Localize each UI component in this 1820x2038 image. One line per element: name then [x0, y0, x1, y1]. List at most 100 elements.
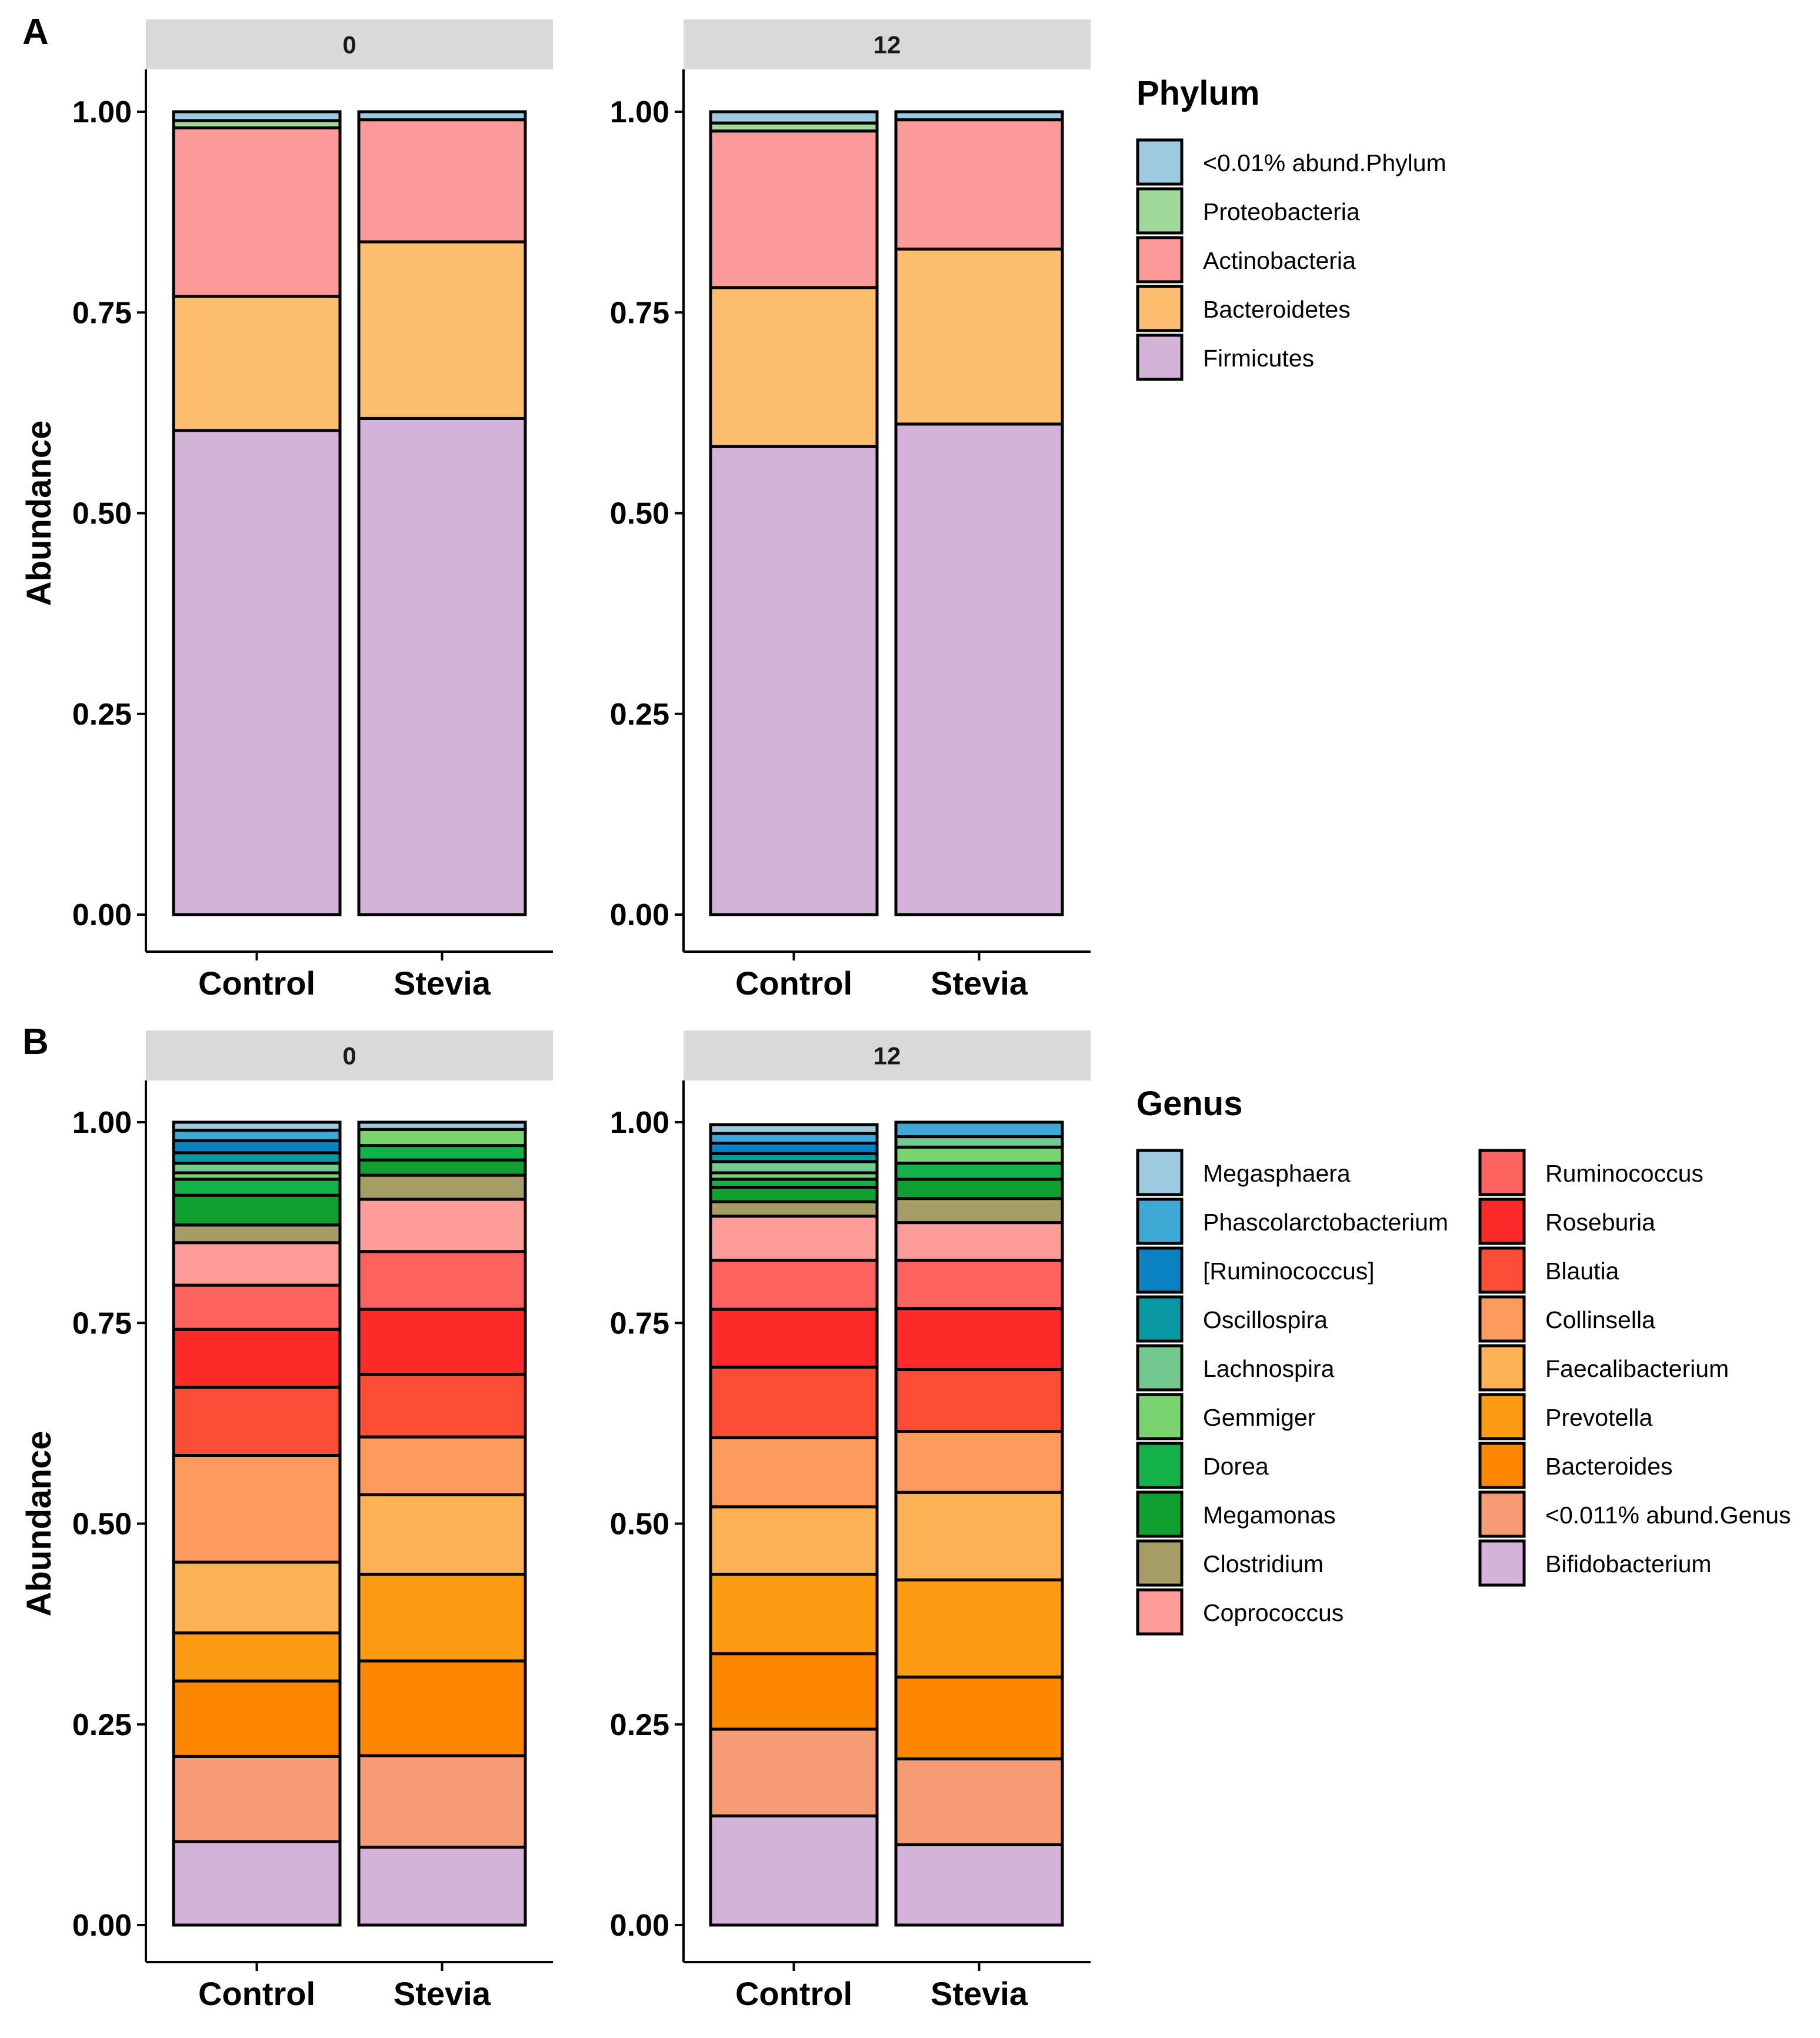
bar-segment [357, 1435, 527, 1496]
bar-segment [894, 118, 1064, 251]
bar-segment [894, 1307, 1064, 1371]
legend-label: Bacteroidetes [1203, 296, 1351, 323]
bar-segment [357, 118, 527, 244]
legend-key [1136, 236, 1184, 283]
bar-segment [172, 1840, 342, 1927]
bar-segment [709, 1186, 879, 1203]
facet-12: 12 0.00 0.25 0.50 0.75 1.00 Control Stevia [610, 19, 1091, 1002]
x-tick-label: Control [735, 965, 852, 1002]
bar-segment [357, 240, 527, 420]
chart-root: A 0 0.00 0.25 0.50 0.75 1.00 Control Stevia 12 0.0… [20, 12, 1791, 2012]
x-tick-label: Stevia [931, 965, 1028, 1002]
legend-key [1136, 1588, 1184, 1636]
bar-segment [172, 429, 342, 916]
legend-key [1136, 1442, 1184, 1489]
bar-segment [357, 1173, 527, 1201]
legend-key [1136, 1295, 1184, 1343]
legend-label: Roseburia [1545, 1209, 1655, 1236]
facet-strip [146, 1030, 553, 1080]
y-tick-label: 0.25 [72, 698, 132, 732]
y-axis-title: Abundance [20, 1431, 58, 1617]
bar-segment [172, 1129, 342, 1142]
bar-segment [709, 1307, 879, 1369]
legend-label: [Ruminococcus] [1203, 1258, 1375, 1285]
bar-segment [357, 1144, 527, 1162]
panel-b: B 0 0.00 0.25 0.50 0.75 1.00 Control Stevia 12 0.0… [20, 1022, 1791, 2012]
bar-segment [357, 1754, 527, 1849]
legend-label: Phascolarctobacterium [1203, 1209, 1448, 1236]
bar-segment [894, 1145, 1064, 1165]
legend-label: Lachnospira [1203, 1355, 1335, 1382]
bar-segment [357, 1198, 527, 1253]
legend-key [1136, 285, 1184, 332]
y-tick-label: 0.50 [72, 1507, 132, 1542]
bar-segment [172, 1139, 342, 1155]
bar-segment [894, 247, 1064, 426]
bar-segment [172, 126, 342, 298]
panel-letter: A [22, 12, 49, 52]
bar-segment [894, 1578, 1064, 1679]
bar-segment [894, 1490, 1064, 1582]
bar-segment [709, 1160, 879, 1175]
y-tick-label: 0.25 [610, 1708, 669, 1742]
facet-strip-label: 0 [342, 1042, 356, 1070]
legend-key [1136, 1490, 1184, 1538]
legend-label: Faecalibacterium [1545, 1355, 1729, 1382]
y-tick-label: 0.00 [610, 898, 669, 932]
y-tick-label: 0.50 [610, 1507, 669, 1542]
bar-segment [894, 422, 1064, 916]
bar-segment [172, 1385, 342, 1457]
legend-label: Clostridium [1203, 1550, 1324, 1577]
bar-segment [894, 1259, 1064, 1310]
bar-segment [709, 1141, 879, 1155]
legend-key [1136, 1198, 1184, 1245]
bar-segment [894, 1221, 1064, 1262]
bar-segment [894, 1197, 1064, 1225]
bar-segment [172, 1327, 342, 1389]
bar-segment [172, 1631, 342, 1683]
panel-letter: B [22, 1022, 49, 1062]
facet-strip-label: 0 [342, 31, 356, 59]
y-tick-label: 0.00 [610, 1909, 669, 1943]
bar-segment [357, 1373, 527, 1439]
y-tick-label: 0.50 [72, 497, 132, 531]
facet-strip-label: 12 [874, 1042, 901, 1070]
bar-segment [172, 1223, 342, 1245]
legend-key [1478, 1198, 1526, 1245]
bar-segment [357, 1307, 527, 1376]
legend-label: Prevotella [1545, 1404, 1653, 1431]
bar-segment [357, 1572, 527, 1663]
bar-segment [894, 1162, 1064, 1181]
x-tick-label: Control [198, 965, 315, 1002]
legend-key [1478, 1539, 1526, 1587]
legend: Phylum <0.01% abund.Phylum Proteobacteria A… [1136, 74, 1446, 381]
y-tick-label: 0.75 [610, 296, 669, 330]
bar-segment [709, 1259, 879, 1311]
y-tick-label: 1.00 [72, 1106, 132, 1140]
legend-label: Oscillospira [1203, 1306, 1328, 1333]
y-tick-label: 1.00 [72, 95, 132, 129]
y-tick-label: 0.75 [72, 1306, 132, 1340]
y-tick-label: 0.25 [610, 698, 669, 732]
bar-segment [357, 110, 527, 122]
x-tick-label: Stevia [931, 1975, 1028, 2012]
legend-key [1136, 187, 1184, 235]
y-axis-title: Abundance [20, 421, 58, 606]
bar-segment [709, 1123, 879, 1135]
bar-segment [357, 416, 527, 916]
bar-segment [709, 1505, 879, 1576]
bar-segment [357, 1128, 527, 1148]
x-tick-label: Control [198, 1975, 315, 2012]
bar-segment [357, 1120, 527, 1131]
bar-segment [894, 1367, 1064, 1433]
legend-key [1478, 1490, 1526, 1538]
legend-label: Blautia [1545, 1258, 1619, 1285]
panel-a: A 0 0.00 0.25 0.50 0.75 1.00 Control Stevia 12 0.0… [20, 12, 1446, 1002]
bar-segment [172, 1241, 342, 1287]
bar-segment [894, 1675, 1064, 1760]
bar-segment [172, 1283, 342, 1331]
legend-label: Ruminococcus [1545, 1160, 1704, 1187]
x-tick-label: Stevia [394, 965, 491, 1002]
x-tick-label: Control [735, 1975, 852, 2012]
